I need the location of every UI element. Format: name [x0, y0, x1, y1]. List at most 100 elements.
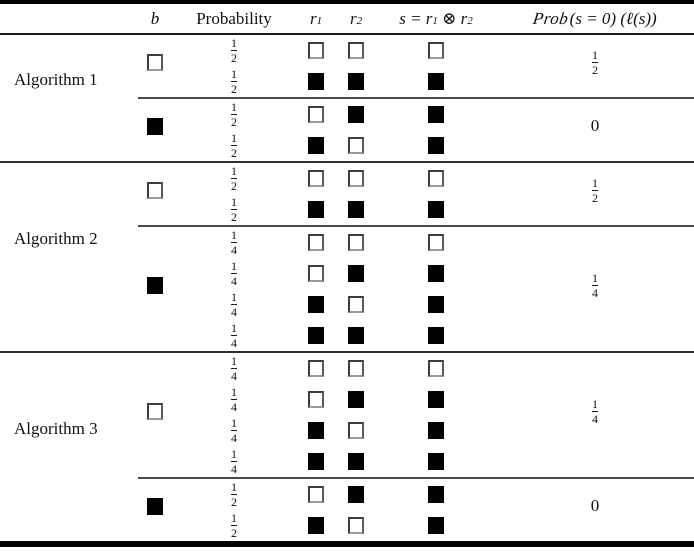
r1-square-cell [296, 35, 336, 66]
r2-square-cell [336, 320, 376, 351]
s-square-cell [376, 258, 496, 289]
b-square [147, 402, 163, 420]
b-cell [118, 223, 192, 347]
s-square [428, 360, 444, 377]
prob-s0-cell: 0 [496, 95, 694, 157]
s-square-cell [376, 510, 496, 541]
r1-square-cell [296, 320, 336, 351]
r2-square-cell [336, 384, 376, 415]
r1-square [308, 453, 324, 470]
prob-s0-value: 0 [590, 496, 600, 515]
r2-square [348, 106, 364, 123]
block-divider [0, 161, 694, 163]
s-square [428, 265, 444, 282]
r1-square [308, 73, 324, 90]
r2-square [348, 453, 364, 470]
r2-square-cell [336, 130, 376, 161]
s-square [428, 42, 444, 59]
r2-square [348, 170, 364, 187]
r2-square-cell [336, 99, 376, 130]
s-square [428, 73, 444, 90]
r2-square [348, 422, 364, 439]
r2-square [348, 234, 364, 251]
r1-square-cell [296, 99, 336, 130]
r2-square [348, 201, 364, 218]
r1-square [308, 234, 324, 251]
r2-square-cell [336, 289, 376, 320]
r2-square [348, 265, 364, 282]
s-square [428, 137, 444, 154]
r1-square-cell [296, 353, 336, 384]
r1-square [308, 42, 324, 59]
header-prob-s0: Prob (s = 0) (ℓ(s)) [532, 8, 657, 28]
b-cell [118, 475, 192, 537]
r2-square [348, 391, 364, 408]
bottom-rule [0, 541, 694, 547]
top-rule [0, 0, 694, 4]
r1-square-cell [296, 479, 336, 510]
r2-square-cell [336, 353, 376, 384]
r1-square-cell [296, 384, 336, 415]
prob-s0-cell: 0 [496, 475, 694, 537]
r2-square-cell [336, 35, 376, 66]
r1-square [308, 517, 324, 534]
s-square-cell [376, 446, 496, 477]
block-divider [0, 351, 694, 353]
r2-square-cell [336, 510, 376, 541]
r1-square [308, 327, 324, 344]
s-square-cell [376, 320, 496, 351]
algorithm-label: Algorithm 2 [14, 229, 98, 248]
r2-square-cell [336, 194, 376, 225]
s-square-cell [376, 130, 496, 161]
group-divider [138, 477, 694, 479]
r1-square-cell [296, 289, 336, 320]
header-rule [0, 33, 694, 35]
r1-square [308, 137, 324, 154]
r1-square [308, 265, 324, 282]
r1-square [308, 170, 324, 187]
r1-square-cell [296, 446, 336, 477]
b-square [147, 497, 163, 515]
r2-square [348, 327, 364, 344]
algorithm-label: Algorithm 1 [14, 70, 98, 89]
r2-square [348, 137, 364, 154]
r1-square [308, 106, 324, 123]
script-p-symbol: Prob [532, 8, 571, 28]
r2-square [348, 486, 364, 503]
r1-square-cell [296, 510, 336, 541]
r1-square [308, 486, 324, 503]
s-square-cell [376, 99, 496, 130]
